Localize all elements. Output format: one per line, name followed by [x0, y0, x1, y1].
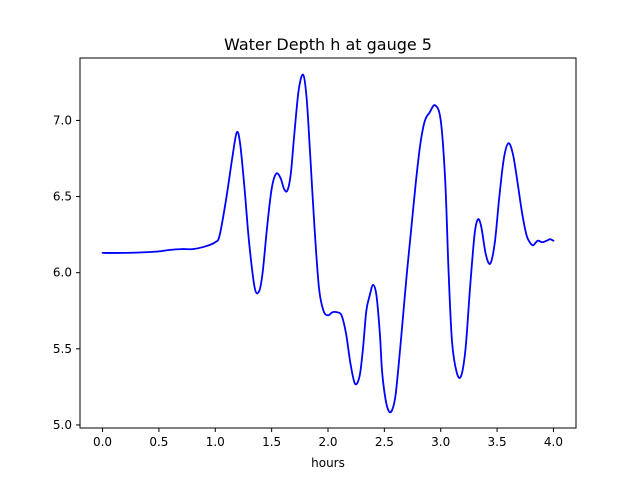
x-tick-label: 1.0 — [206, 435, 225, 449]
x-tick-label: 1.5 — [262, 435, 281, 449]
x-tick-label: 3.0 — [431, 435, 450, 449]
x-axis-label: hours — [311, 456, 345, 470]
x-tick-label: 0.5 — [149, 435, 168, 449]
y-tick-label: 6.5 — [53, 190, 72, 204]
x-tick-label: 4.0 — [544, 435, 563, 449]
plot-area — [101, 73, 555, 414]
series-line-water-depth — [101, 73, 555, 414]
y-tick-label: 6.0 — [53, 266, 72, 280]
y-tick-label: 5.5 — [53, 342, 72, 356]
y-tick-label: 7.0 — [53, 113, 72, 127]
chart-title: Water Depth h at gauge 5 — [224, 35, 432, 54]
y-axis-ticks: 5.0 5.5 6.0 6.5 7.0 — [53, 113, 80, 432]
axes-frame — [79, 57, 577, 429]
y-tick-label: 5.0 — [53, 418, 72, 432]
x-tick-label: 0.0 — [93, 435, 112, 449]
x-tick-label: 3.5 — [488, 435, 507, 449]
x-tick-label: 2.0 — [318, 435, 337, 449]
x-tick-label: 2.5 — [375, 435, 394, 449]
x-axis-ticks: 0.0 0.5 1.0 1.5 2.0 2.5 3.0 3.5 4.0 — [93, 428, 563, 449]
